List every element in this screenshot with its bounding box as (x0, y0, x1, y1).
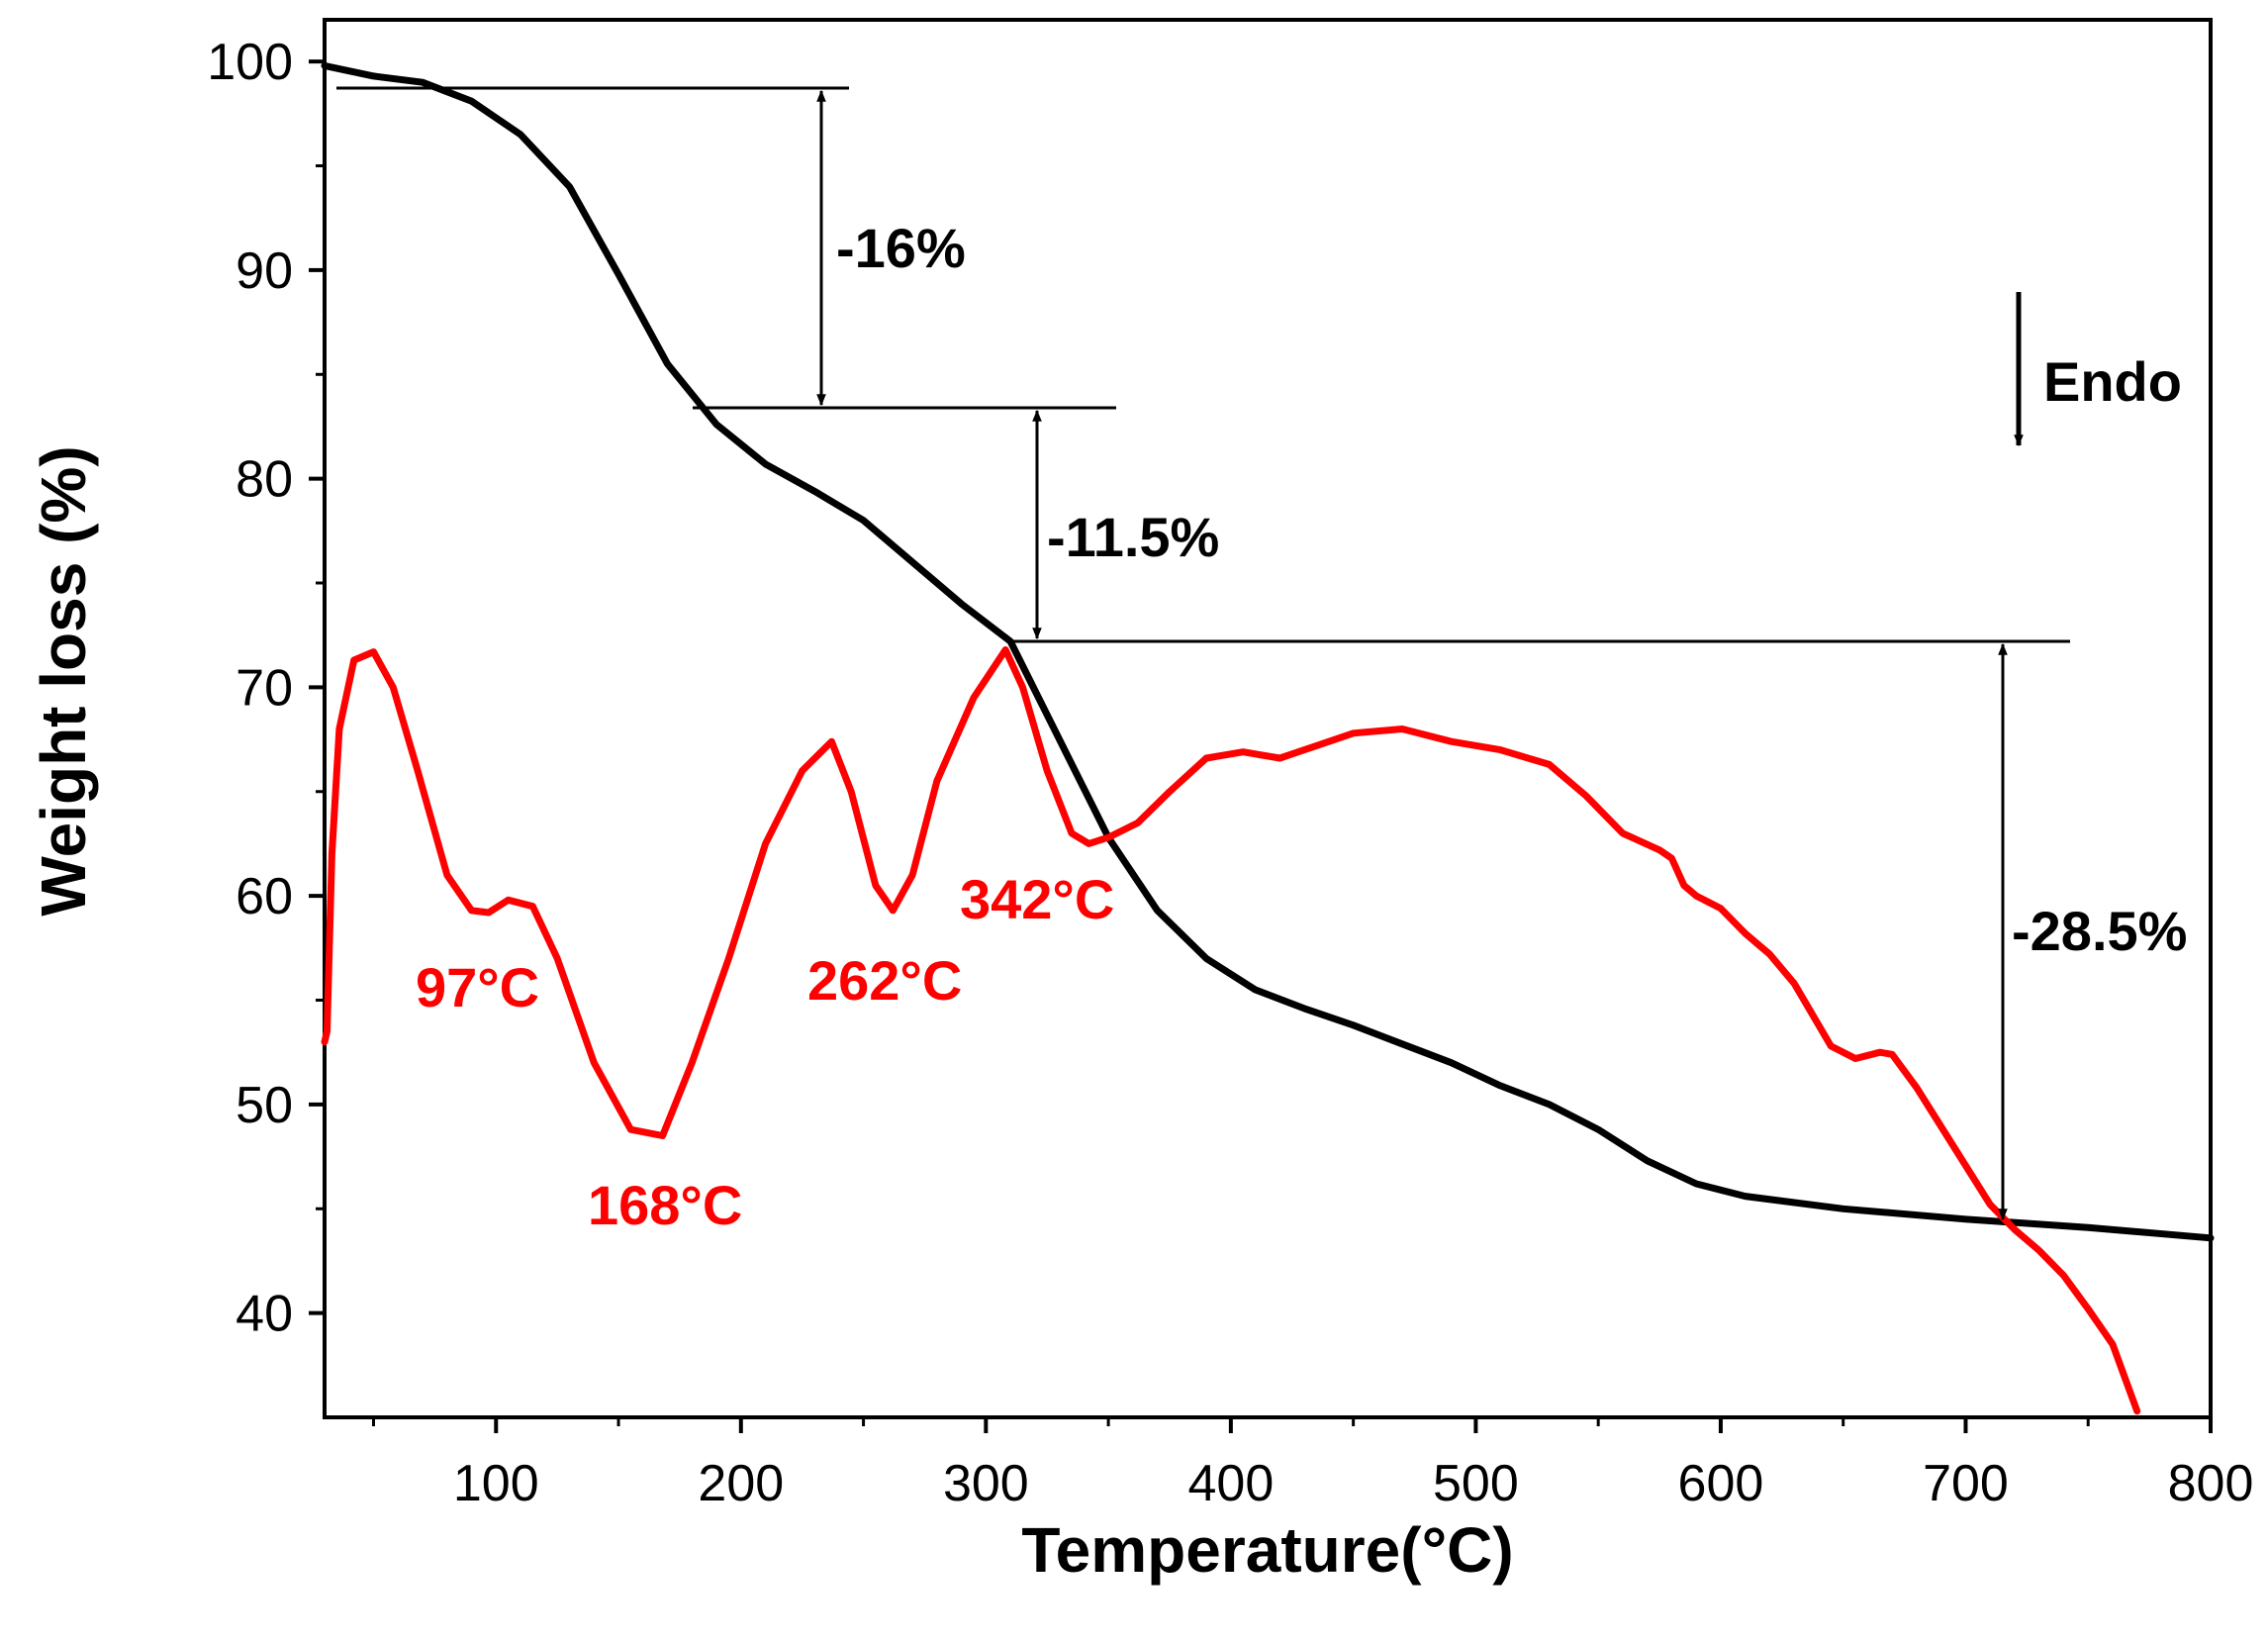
mass-loss-label-1: -16% (836, 217, 966, 279)
plot-frame (323, 18, 2213, 1419)
x-tick-label: 800 (2168, 1455, 2254, 1512)
peak-label-262: 262°C (807, 949, 962, 1012)
peak-label-342: 342°C (960, 868, 1114, 930)
y-tick-label: 90 (236, 242, 293, 300)
x-tick-label: 500 (1433, 1455, 1519, 1512)
y-tick-label: 60 (236, 868, 293, 925)
x-tick-label: 700 (1923, 1455, 2009, 1512)
peak-label-168: 168°C (588, 1174, 742, 1236)
endo-label: Endo (2043, 350, 2182, 413)
y-tick-label: 80 (236, 451, 293, 509)
x-tick-label: 100 (453, 1455, 539, 1512)
y-tick-label: 50 (236, 1077, 293, 1134)
y-tick-label: 100 (207, 34, 293, 91)
peak-label-97: 97°C (416, 956, 539, 1018)
y-axis-title: Weight loss (%) (28, 445, 99, 916)
x-tick-label: 600 (1678, 1455, 1764, 1512)
x-axis-title: Temperature(°C) (1021, 1514, 1513, 1586)
mass-loss-label-2: -11.5% (1047, 506, 1219, 568)
y-tick-label: 70 (236, 659, 293, 717)
x-tick-label: 400 (1187, 1455, 1274, 1512)
y-tick-label: 40 (236, 1286, 293, 1343)
mass-loss-label-3: -28.5% (2012, 900, 2187, 962)
dta-heat-flow-line (321, 646, 2141, 1415)
x-tick-label: 300 (943, 1455, 1029, 1512)
tg-weight-loss-line (321, 61, 2215, 1242)
x-tick-label: 200 (698, 1455, 784, 1512)
axis-ticks: 100 200 300 400 500 600 700 800 40 50 60 70 80 90 100 (207, 34, 2253, 1512)
